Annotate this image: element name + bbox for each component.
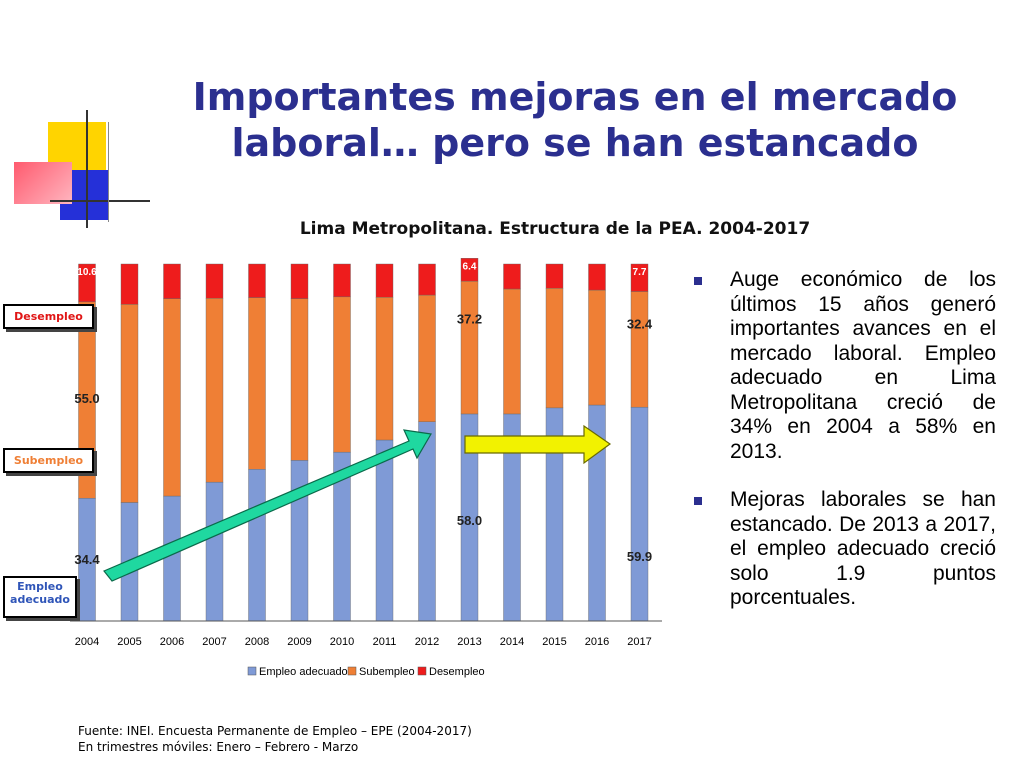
bar-subempleo-2014 [503,288,521,415]
label-empleo-adecuado-text: Empleo adecuado [10,580,70,606]
bar-empleo-adecuado-2007 [205,481,224,622]
square-bullet-icon [694,277,702,285]
bar-desempleo-2005 [120,263,139,305]
bar-subempleo-2016 [588,289,606,406]
bar-empleo-adecuado-2009 [290,460,309,622]
x-tick-label: 2016 [585,636,609,648]
bar-empleo-adecuado-2011 [375,439,394,622]
bar-subempleo-2017 [630,291,649,408]
bar-desempleo-2012 [418,263,436,296]
data-label-subempleo-2017: 32.4 [627,317,653,332]
source-note-line: En trimestres móviles: Enero – Febrero -… [78,740,359,754]
label-subempleo: Subempleo [3,448,94,473]
bar-desempleo-2008 [248,263,266,298]
bar-desempleo-2017 [630,263,649,292]
x-tick-label: 2013 [457,636,481,648]
label-desempleo: Desempleo [3,304,94,329]
bar-desempleo-2016 [588,263,606,291]
legend: Empleo adecuado Subempleo Desempleo [247,666,485,678]
decor-vertical-line-2 [108,122,109,222]
label-empleo-adecuado: Empleo adecuado [3,576,77,618]
bar-desempleo-2006 [163,263,181,299]
bar-subempleo-2010 [333,296,351,453]
bullet-item: Mejoras laborales se han estancado. De 2… [690,488,996,611]
bar-subempleo-2013 [460,280,479,415]
x-tick-label: 2017 [627,636,651,648]
bar-desempleo-2015 [545,263,564,289]
square-bullet-icon [694,497,702,505]
data-label-desempleo-2017: 7.7 [633,267,647,278]
legend-swatch-empleo-adecuado [247,666,257,676]
data-label-empleo-adecuado-2004: 34.4 [74,552,100,567]
x-tick-label: 2014 [500,636,524,648]
bullet-list: Auge económico de los últimos 15 años ge… [690,268,996,635]
bullet-item: Auge económico de los últimos 15 años ge… [690,268,996,464]
bar-empleo-adecuado-2006 [163,495,181,622]
x-tick-label: 2007 [202,636,226,648]
data-label-empleo-adecuado-2013: 58.0 [457,513,482,528]
bullet-text: Auge económico de los últimos 15 años ge… [730,268,996,463]
legend-swatch-desempleo [417,666,427,676]
chart-title: Lima Metropolitana. Estructura de la PEA… [299,219,811,239]
bar-subempleo-2011 [375,297,394,441]
bar-subempleo-2008 [248,297,266,470]
legend-label-empleo-adecuado: Empleo adecuado [259,666,348,678]
bar-desempleo-2011 [375,263,394,298]
decor-corner [0,100,150,230]
legend-label-subempleo: Subempleo [359,666,415,678]
label-subempleo-text: Subempleo [13,454,84,467]
decor-horizontal-line [50,200,150,202]
x-axis-ticks: 2004 2005 2006 2007 2008 2009 2010 2011 2012 2013… [70,620,662,648]
bar-desempleo-2009 [290,263,309,299]
x-tick-label: 2015 [542,636,566,648]
bar-empleo-adecuado-2008 [248,469,266,622]
bar-subempleo-2009 [290,298,309,461]
bar-subempleo-2005 [120,304,139,503]
bar-subempleo-2006 [163,298,181,497]
x-tick-label: 2011 [373,636,397,648]
x-tick-label: 2005 [117,636,141,648]
decor-vertical-line [86,110,88,228]
legend-swatch-subempleo [347,666,357,676]
bar-subempleo-2007 [205,298,224,483]
bar-desempleo-2010 [333,263,351,298]
x-tick-label: 2009 [287,636,311,648]
legend-label-desempleo: Desempleo [429,666,485,678]
data-label-subempleo-2004: 55.0 [74,391,99,406]
data-label-desempleo-2013: 6.4 [463,261,477,272]
data-label-empleo-adecuado-2017: 59.9 [627,549,652,564]
bar-subempleo-2015 [545,288,564,409]
bar-desempleo-2013 [460,258,479,282]
x-tick-label: 2012 [415,636,439,648]
bar-empleo-adecuado-2017 [630,406,649,622]
bullet-text: Mejoras laborales se han estancado. De 2… [730,488,996,609]
data-label-desempleo-2004: 10.6 [77,267,97,278]
slide-title: Importantes mejoras en el mercado labora… [192,75,958,165]
data-labels-group: 34.4 55.0 10.6 58.0 37.2 6.4 59.9 32.4 7.7 [74,261,653,567]
bar-subempleo-2012 [418,294,436,422]
bar-desempleo-2014 [503,263,521,290]
stacked-bar-chart: 34.455.010.658.037.26.459.932.47.7 2004 2… [70,258,662,678]
source-line: Fuente: INEI. Encuesta Permanente de Emp… [78,724,472,738]
bar-desempleo-2004 [78,263,96,303]
decor-red-square [14,162,72,204]
x-tick-label: 2004 [75,636,99,648]
source-note: Fuente: INEI. Encuesta Permanente de Emp… [78,723,472,755]
x-tick-label: 2010 [330,636,354,648]
rising-arrow-icon [103,429,432,582]
x-tick-label: 2008 [245,636,269,648]
data-label-subempleo-2013: 37.2 [457,312,482,327]
flat-arrow-icon [464,424,612,465]
label-desempleo-text: Desempleo [14,310,83,323]
arrows-group [103,424,612,582]
x-tick-label: 2006 [160,636,184,648]
bar-desempleo-2007 [205,263,224,299]
